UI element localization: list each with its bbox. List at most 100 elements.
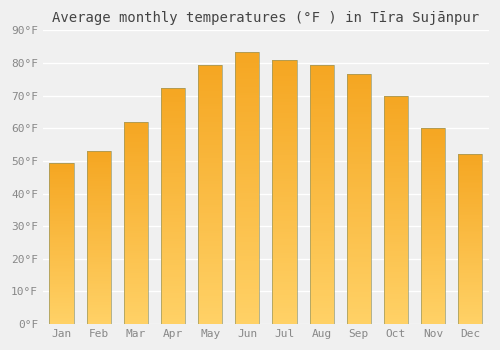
Bar	[50, 267, 74, 269]
Bar	[310, 93, 334, 96]
Bar	[272, 250, 296, 253]
Bar	[458, 202, 482, 204]
Bar	[161, 104, 185, 106]
Bar	[384, 180, 408, 182]
Bar	[310, 306, 334, 308]
Bar	[272, 131, 296, 134]
Bar	[236, 270, 260, 272]
Bar	[384, 114, 408, 116]
Bar	[310, 135, 334, 137]
Bar	[458, 185, 482, 187]
Bar	[347, 314, 371, 316]
Bar	[86, 194, 111, 196]
Bar	[272, 102, 296, 105]
Bar	[50, 262, 74, 264]
Bar	[347, 234, 371, 237]
Bar	[272, 213, 296, 216]
Bar	[198, 267, 222, 270]
Bar	[310, 161, 334, 163]
Bar	[86, 246, 111, 248]
Bar	[384, 283, 408, 285]
Bar	[421, 132, 445, 134]
Bar	[86, 308, 111, 310]
Bar	[236, 128, 260, 131]
Bar	[50, 259, 74, 261]
Bar	[347, 92, 371, 94]
Bar	[50, 279, 74, 280]
Bar	[86, 189, 111, 191]
Bar	[310, 288, 334, 290]
Bar	[347, 304, 371, 307]
Bar	[384, 196, 408, 198]
Bar	[384, 308, 408, 310]
Bar	[421, 295, 445, 297]
Bar	[347, 189, 371, 192]
Bar	[272, 113, 296, 115]
Bar	[384, 112, 408, 114]
Bar	[161, 272, 185, 274]
Bar	[236, 185, 260, 188]
Bar	[161, 230, 185, 232]
Bar	[347, 164, 371, 167]
Bar	[310, 238, 334, 241]
Bar	[458, 183, 482, 185]
Bar	[86, 193, 111, 194]
Bar	[198, 223, 222, 225]
Bar	[124, 290, 148, 292]
Bar	[458, 216, 482, 217]
Bar	[458, 254, 482, 256]
Bar	[86, 203, 111, 205]
Bar	[421, 279, 445, 281]
Bar	[236, 199, 260, 202]
Bar	[458, 176, 482, 178]
Bar	[384, 285, 408, 287]
Bar	[161, 113, 185, 116]
Bar	[421, 263, 445, 265]
Bar	[50, 314, 74, 316]
Bar	[161, 218, 185, 220]
Bar	[421, 210, 445, 212]
Bar	[198, 215, 222, 218]
Bar	[421, 322, 445, 324]
Bar	[198, 65, 222, 67]
Bar	[384, 103, 408, 105]
Bar	[124, 154, 148, 156]
Bar	[50, 296, 74, 298]
Bar	[124, 203, 148, 205]
Bar	[347, 157, 371, 159]
Bar	[86, 258, 111, 260]
Bar	[161, 201, 185, 203]
Bar	[347, 97, 371, 99]
Bar	[347, 267, 371, 269]
Bar	[124, 140, 148, 142]
Bar	[421, 267, 445, 269]
Bar	[421, 206, 445, 209]
Bar	[50, 271, 74, 272]
Bar	[458, 304, 482, 305]
Bar	[458, 278, 482, 280]
Bar	[161, 305, 185, 307]
Bar	[86, 269, 111, 271]
Bar	[384, 320, 408, 322]
Bar	[50, 200, 74, 201]
Bar	[50, 303, 74, 304]
Bar	[50, 238, 74, 240]
Bar	[236, 237, 260, 240]
Bar	[236, 161, 260, 163]
Bar	[384, 262, 408, 265]
Bar	[421, 258, 445, 259]
Bar	[272, 84, 296, 86]
Bar	[161, 191, 185, 194]
Bar	[458, 224, 482, 226]
Bar	[421, 150, 445, 152]
Bar	[458, 160, 482, 161]
Bar	[458, 321, 482, 322]
Bar	[458, 173, 482, 175]
Bar	[384, 317, 408, 320]
Bar	[347, 152, 371, 154]
Bar	[198, 91, 222, 93]
Bar	[272, 271, 296, 274]
Bar	[236, 204, 260, 207]
Bar	[161, 128, 185, 130]
Bar	[272, 232, 296, 234]
